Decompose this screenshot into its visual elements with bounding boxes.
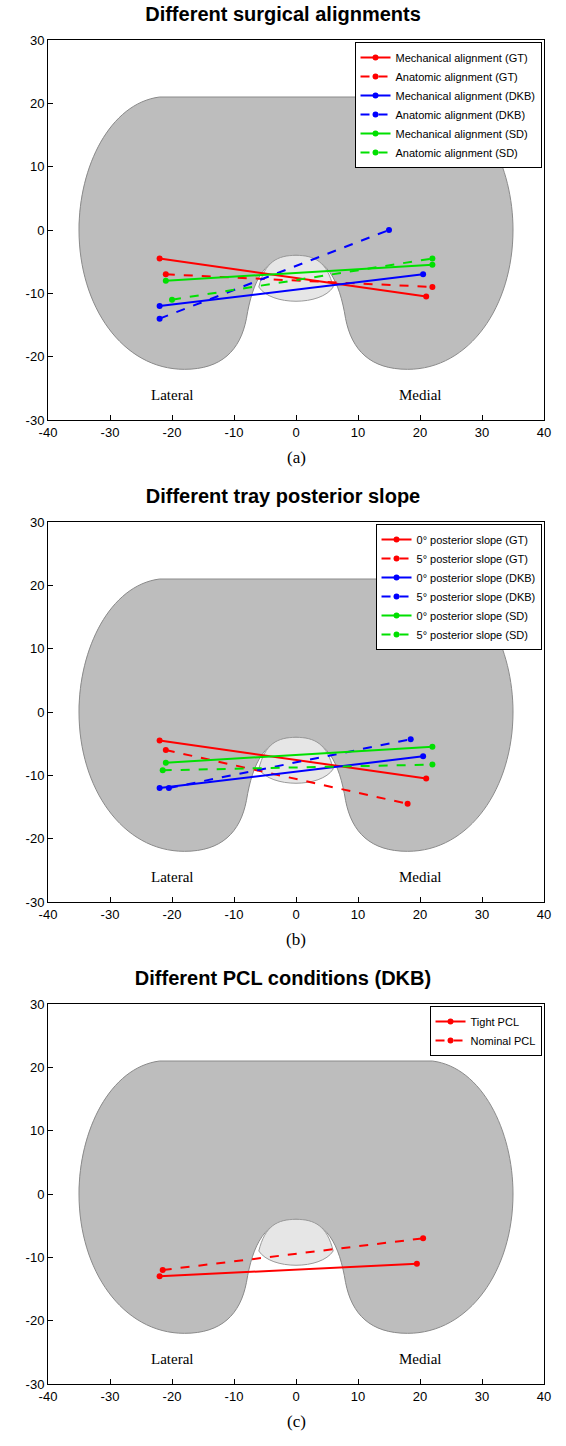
svg-text:-20: -20 <box>163 1389 182 1404</box>
svg-text:-20: -20 <box>26 831 45 846</box>
svg-text:5° posterior slope (DKB): 5° posterior slope (DKB) <box>417 591 536 603</box>
svg-text:10: 10 <box>30 1123 44 1138</box>
svg-text:0: 0 <box>292 1389 299 1404</box>
svg-text:Different PCL conditions (DKB): Different PCL conditions (DKB) <box>135 967 431 989</box>
svg-text:0: 0 <box>37 1187 44 1202</box>
svg-text:Anatomic alignment (GT): Anatomic alignment (GT) <box>396 71 518 83</box>
svg-text:-30: -30 <box>26 413 45 428</box>
svg-text:0: 0 <box>37 223 44 238</box>
svg-text:10: 10 <box>351 1389 365 1404</box>
svg-text:-20: -20 <box>26 1313 45 1328</box>
svg-text:30: 30 <box>475 425 489 440</box>
svg-text:5° posterior slope (GT): 5° posterior slope (GT) <box>417 553 528 565</box>
svg-text:30: 30 <box>475 1389 489 1404</box>
svg-text:0° posterior slope (GT): 0° posterior slope (GT) <box>417 534 528 546</box>
svg-text:20: 20 <box>30 1060 44 1075</box>
svg-text:Lateral: Lateral <box>151 1351 193 1367</box>
svg-text:10: 10 <box>30 159 44 174</box>
svg-text:-10: -10 <box>26 286 45 301</box>
svg-text:Lateral: Lateral <box>151 387 193 403</box>
svg-text:30: 30 <box>30 997 44 1012</box>
svg-text:30: 30 <box>30 515 44 530</box>
svg-text:40: 40 <box>537 425 551 440</box>
svg-text:0° posterior slope (SD): 0° posterior slope (SD) <box>417 610 528 622</box>
svg-text:(a): (a) <box>287 448 306 467</box>
svg-text:20: 20 <box>413 1389 427 1404</box>
svg-text:Nominal PCL: Nominal PCL <box>471 1035 536 1047</box>
svg-text:20: 20 <box>413 907 427 922</box>
svg-text:Mechanical alignment (SD): Mechanical alignment (SD) <box>396 128 528 140</box>
svg-text:30: 30 <box>475 907 489 922</box>
svg-text:0° posterior slope (DKB): 0° posterior slope (DKB) <box>417 572 536 584</box>
svg-text:-30: -30 <box>101 907 120 922</box>
svg-text:-10: -10 <box>225 1389 244 1404</box>
svg-text:-20: -20 <box>163 425 182 440</box>
svg-text:-10: -10 <box>225 907 244 922</box>
svg-text:Anatomic alignment (SD): Anatomic alignment (SD) <box>396 147 518 159</box>
svg-text:(b): (b) <box>286 930 306 949</box>
svg-text:-10: -10 <box>225 425 244 440</box>
svg-text:30: 30 <box>30 33 44 48</box>
svg-text:-10: -10 <box>26 768 45 783</box>
svg-text:0: 0 <box>292 425 299 440</box>
svg-text:20: 20 <box>30 96 44 111</box>
svg-text:-40: -40 <box>39 1389 58 1404</box>
svg-text:Mechanical alignment (GT): Mechanical alignment (GT) <box>396 52 528 64</box>
svg-text:Medial: Medial <box>399 869 442 885</box>
svg-text:Lateral: Lateral <box>151 869 193 885</box>
svg-text:20: 20 <box>30 578 44 593</box>
svg-text:-30: -30 <box>26 895 45 910</box>
svg-text:0: 0 <box>37 705 44 720</box>
svg-text:10: 10 <box>30 641 44 656</box>
svg-text:-20: -20 <box>163 907 182 922</box>
svg-text:Different tray posterior slope: Different tray posterior slope <box>146 485 421 507</box>
svg-text:10: 10 <box>351 907 365 922</box>
svg-text:(c): (c) <box>287 1412 306 1431</box>
svg-text:Anatomic alignment (DKB): Anatomic alignment (DKB) <box>396 109 526 121</box>
svg-text:Medial: Medial <box>399 1351 442 1367</box>
svg-text:Different surgical alignments: Different surgical alignments <box>145 3 421 25</box>
svg-text:-30: -30 <box>101 1389 120 1404</box>
svg-text:-20: -20 <box>26 349 45 364</box>
svg-text:-30: -30 <box>26 1377 45 1392</box>
svg-text:20: 20 <box>413 425 427 440</box>
svg-text:Mechanical alignment (DKB): Mechanical alignment (DKB) <box>396 90 535 102</box>
svg-text:-40: -40 <box>39 425 58 440</box>
svg-text:40: 40 <box>537 1389 551 1404</box>
svg-text:-30: -30 <box>101 425 120 440</box>
svg-text:5° posterior slope (SD): 5° posterior slope (SD) <box>417 629 528 641</box>
svg-text:-10: -10 <box>26 1250 45 1265</box>
svg-text:10: 10 <box>351 425 365 440</box>
svg-text:40: 40 <box>537 907 551 922</box>
svg-text:Tight PCL: Tight PCL <box>471 1016 520 1028</box>
svg-text:-40: -40 <box>39 907 58 922</box>
svg-text:Medial: Medial <box>399 387 442 403</box>
svg-text:0: 0 <box>292 907 299 922</box>
